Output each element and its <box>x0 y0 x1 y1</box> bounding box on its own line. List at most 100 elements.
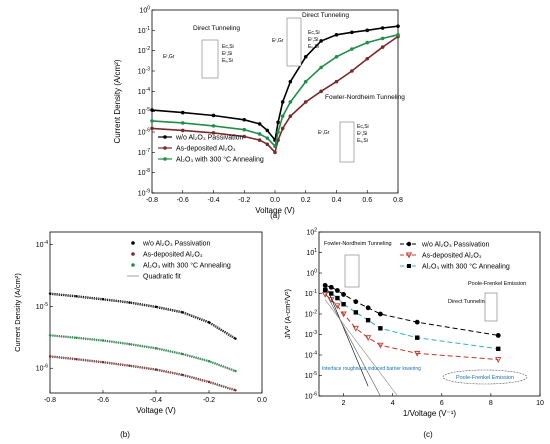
data-point-a <box>350 69 354 73</box>
data-point-a <box>396 24 400 28</box>
x-tick-label-a: -0.2 <box>238 197 250 204</box>
data-point-c <box>377 311 383 317</box>
fit-line-b <box>49 356 236 391</box>
data-point-b <box>181 352 184 356</box>
data-point-c <box>329 291 334 296</box>
legend-marker-b <box>131 241 135 245</box>
annotation-c: Poole-Frenkel Emission <box>468 281 526 287</box>
series-line-b <box>49 292 237 340</box>
legend-marker-a <box>163 157 167 161</box>
data-point-c <box>353 310 359 315</box>
y-tick-label-a: 10-5 <box>138 107 150 116</box>
data-point-b <box>207 321 211 324</box>
annotation-a: Eᵥ,Si <box>222 58 233 64</box>
data-point-a <box>150 108 154 112</box>
x-tick-label-a: -0.4 <box>207 197 219 204</box>
data-point-a <box>180 128 185 133</box>
data-point-c <box>365 317 371 323</box>
legend-entry-c: Al₂O₃ with 300 °C Annealing <box>422 263 510 271</box>
y-tick-label-c: 100 <box>306 269 317 278</box>
annotation-c: Interface roughness induced barrier lowe… <box>322 366 421 372</box>
x-tick-label-b: 0.0 <box>257 397 267 404</box>
legend-entry-c: As-deposited Al₂O₃ <box>422 253 482 260</box>
data-point-a <box>257 122 262 126</box>
legend-entry-b: Quadratic fit <box>143 274 181 281</box>
band-diagram-a2 <box>286 17 302 67</box>
data-point-b <box>154 305 158 309</box>
data-point-a <box>180 110 185 115</box>
series-line-b <box>49 355 236 392</box>
x-tick-label-c: 2 <box>342 400 346 407</box>
y-tick-label-c: 10-4 <box>305 351 317 360</box>
x-tick-label-a: 0.8 <box>393 197 403 204</box>
data-point-b <box>234 389 237 392</box>
data-point-c <box>335 295 340 301</box>
data-point-a <box>265 136 270 140</box>
y-axis-label-c: J/V² (A-cm²/V²) <box>283 289 292 339</box>
data-point-c <box>495 357 502 363</box>
data-point-c <box>334 303 341 310</box>
annotation-c: Fowler-Nordheim Tunneling <box>324 241 392 247</box>
data-point-b <box>75 336 78 340</box>
data-point-c <box>378 326 383 331</box>
data-point-a <box>150 119 154 123</box>
annotation-a: Eᵥ,Si <box>308 44 319 50</box>
data-point-c <box>353 299 359 305</box>
legend-marker-a <box>163 146 167 150</box>
data-point-a <box>280 126 285 131</box>
data-point-a <box>288 114 293 118</box>
data-point-c <box>414 319 420 325</box>
data-point-c <box>415 335 420 340</box>
y-axis-label-b: Current Density (A/cm²) <box>13 273 22 352</box>
data-point-a <box>334 54 339 59</box>
x-tick-label-a: -0.8 <box>146 197 158 204</box>
y-tick-label-c: 10-3 <box>305 330 317 339</box>
data-point-a <box>365 28 370 33</box>
data-point-a <box>265 142 270 147</box>
data-point-c <box>341 292 346 297</box>
data-point-a <box>365 40 370 45</box>
data-point-a <box>303 54 308 59</box>
y-tick-label-c: 10-6 <box>305 392 317 401</box>
data-point-c <box>496 346 501 352</box>
y-tick-label-b: 10-6 <box>36 364 48 373</box>
data-point-a <box>303 100 308 104</box>
annotation-a: Direct Tunneling <box>302 12 349 19</box>
data-point-b <box>234 369 237 373</box>
y-tick-label-c: 10-1 <box>305 289 317 298</box>
annotation-a: Eᴄ,Si <box>308 30 320 36</box>
annotation-a: Direct Tunneling <box>193 25 240 32</box>
y-tick-label-a: 10-8 <box>138 168 150 177</box>
y-tick-label-a: 10-7 <box>138 148 150 157</box>
data-point-a <box>380 45 385 49</box>
legend-marker-c <box>406 241 412 247</box>
x-axis-label-c: 1/Voltage (V⁻¹) <box>403 409 456 418</box>
annotation-a: Eᴄ,Si <box>222 44 234 50</box>
annotation-a: Fowler-Nordheim Tunneling <box>325 94 405 101</box>
band-diagram-c2 <box>484 292 498 322</box>
y-tick-label-a: 10-1 <box>138 26 150 35</box>
x-tick-label-b: -0.8 <box>44 397 56 404</box>
legend-entry-b: As-deposited Al₂O₃ <box>143 252 203 259</box>
annotation-a: Eᶠ,Gr <box>163 54 175 60</box>
data-point-c <box>328 284 334 290</box>
annotation-c: Direct Tunneling <box>448 299 488 305</box>
fit-line-b <box>49 335 236 372</box>
data-point-c <box>352 325 359 332</box>
legend-entry-b: w/o Al₂O₃ Passivation <box>142 241 211 248</box>
data-point-b <box>128 342 131 346</box>
data-point-a <box>280 114 285 118</box>
data-point-a <box>276 120 280 125</box>
band-diagram-a3 <box>339 121 355 163</box>
x-tick-label-b: -0.2 <box>203 397 215 404</box>
legend-marker-b <box>131 252 135 256</box>
data-point-a <box>180 121 185 125</box>
data-point-a <box>273 144 277 149</box>
data-point-a <box>319 65 323 70</box>
legend-entry-a: As-deposited Al₂O₃ <box>176 146 236 153</box>
x-axis-label-b: Voltage (V) <box>136 406 176 415</box>
data-point-a <box>380 36 385 41</box>
data-point-b <box>154 347 158 350</box>
data-point-b <box>101 361 105 364</box>
chart-a: -0.8 -0.6 -0.4 -0.2 0.0 0.2 0.4 0.6 0.8 10-9 10-8 1… <box>113 6 405 221</box>
